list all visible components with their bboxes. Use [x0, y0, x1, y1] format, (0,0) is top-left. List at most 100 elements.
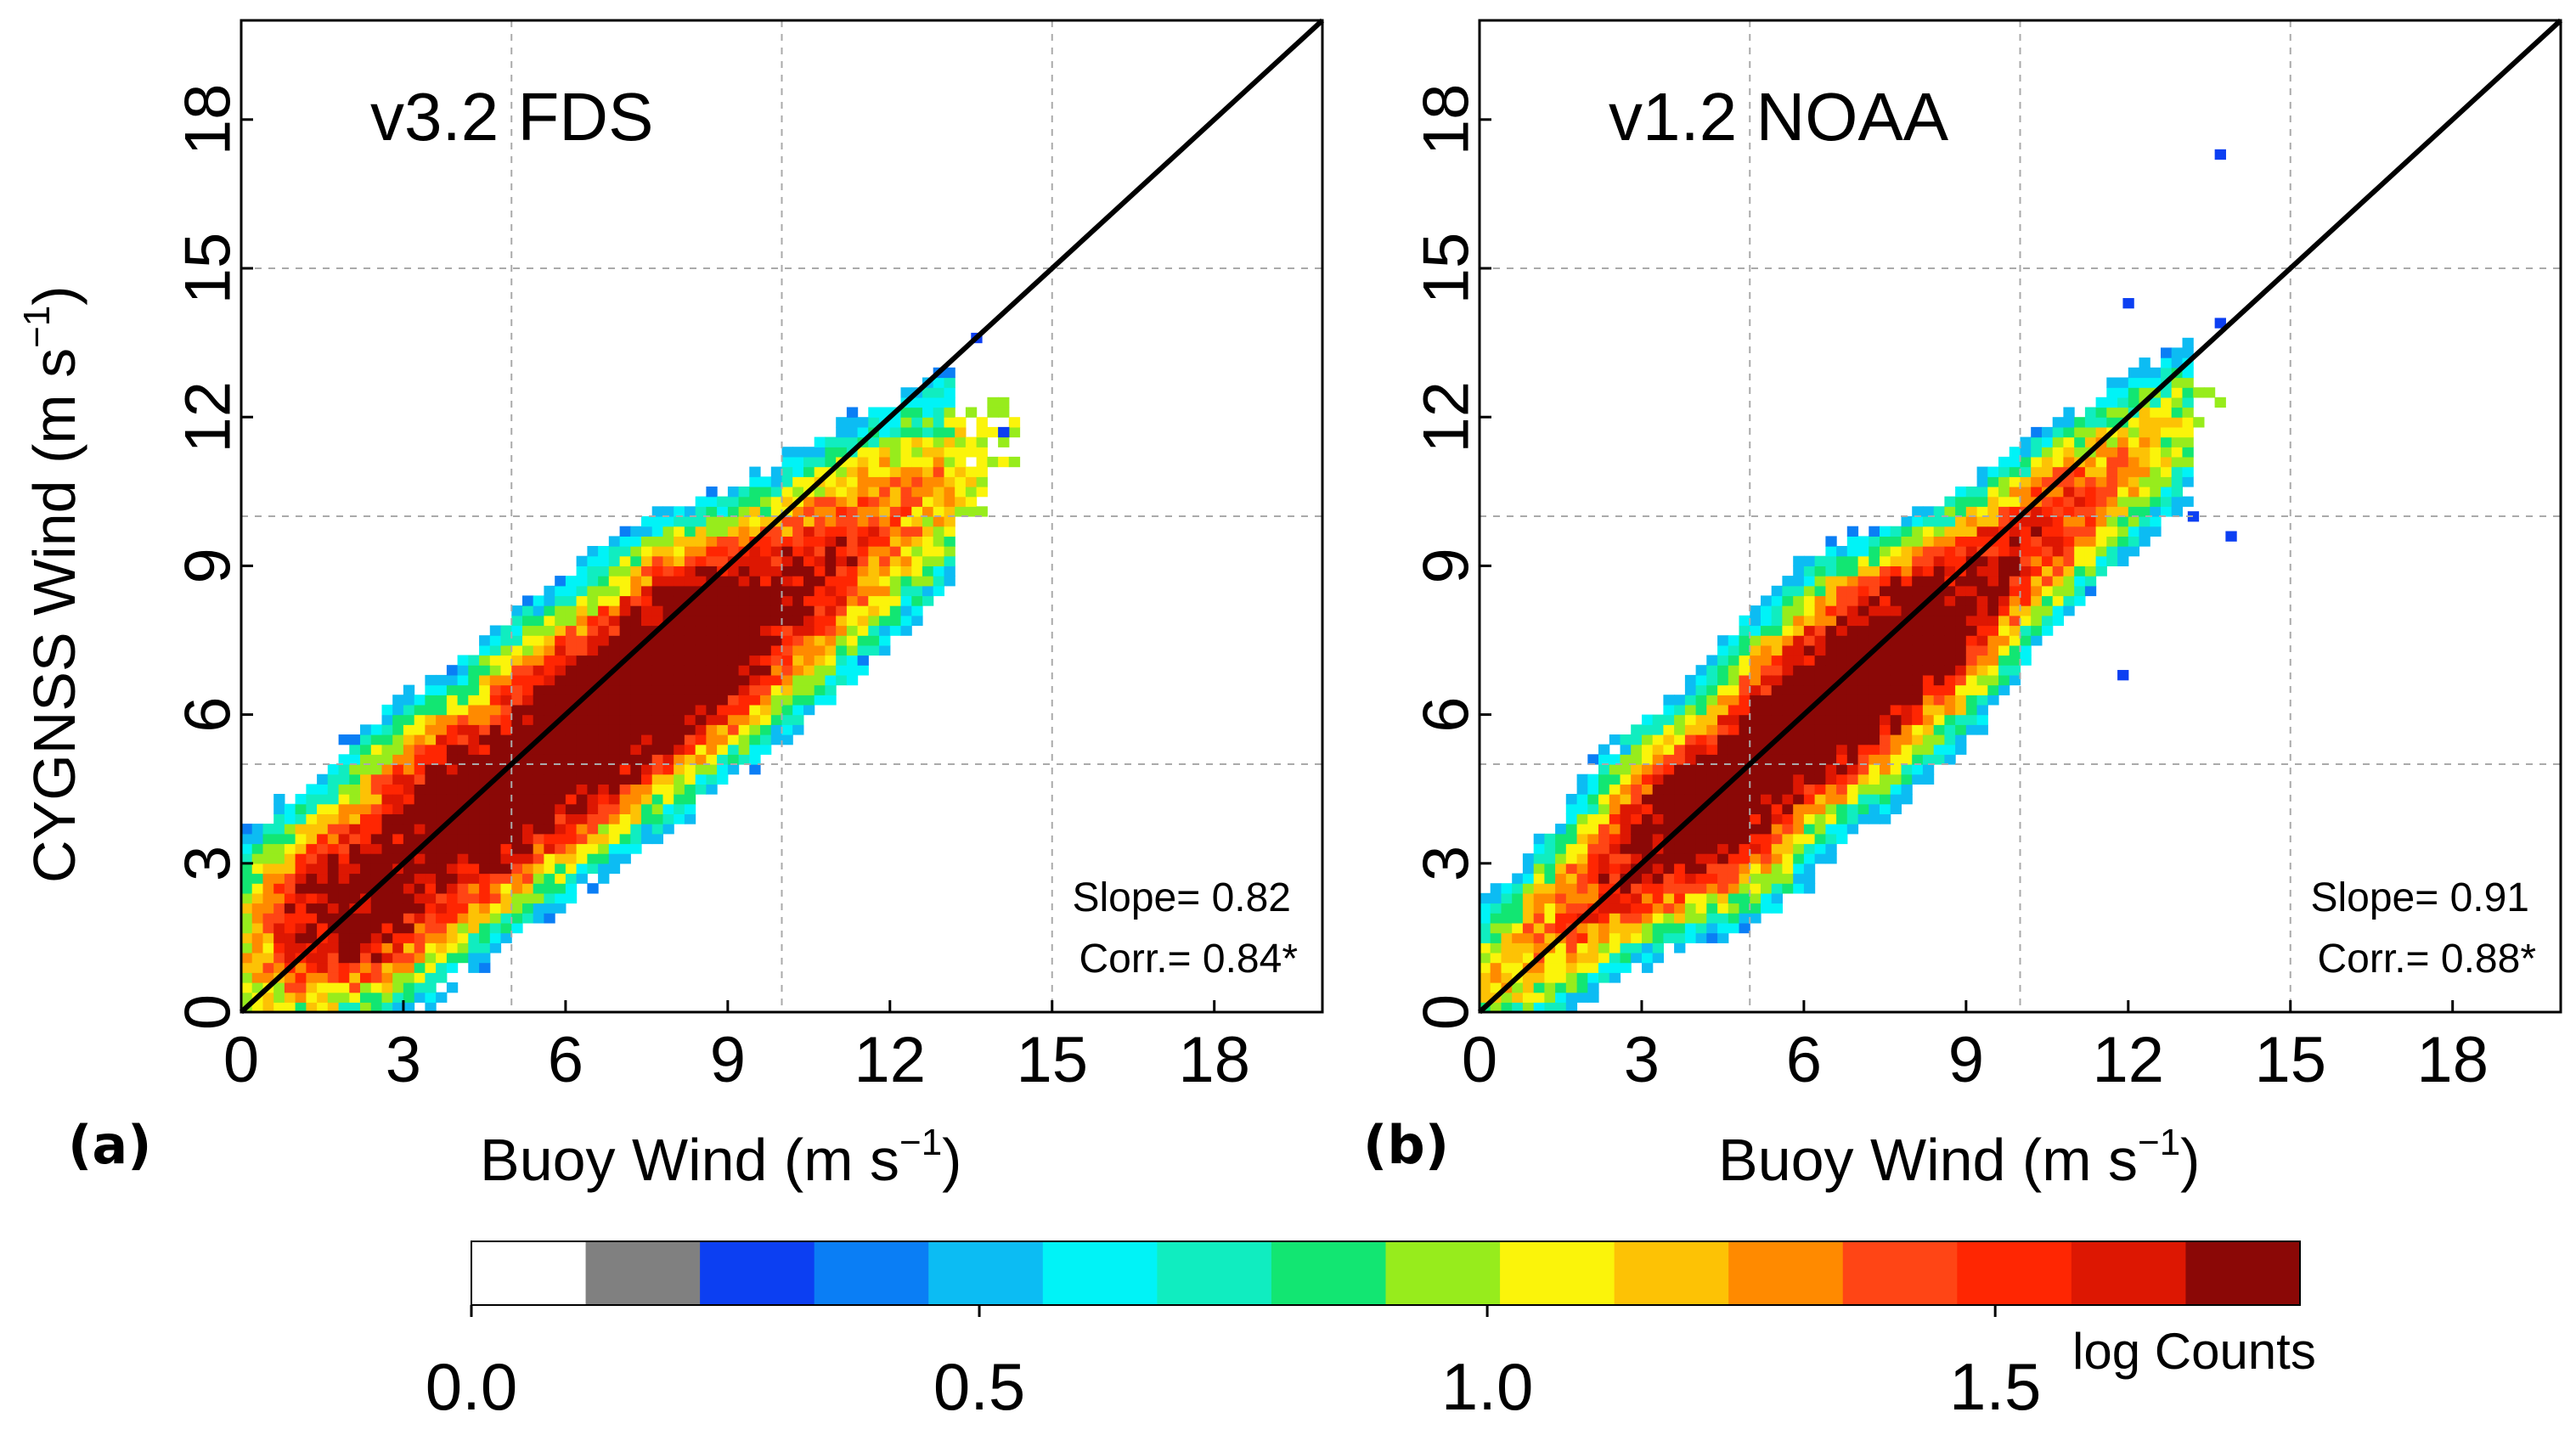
heatmap-cell: [825, 585, 837, 597]
heatmap-cell: [879, 476, 891, 487]
heatmap-cell: [1846, 565, 1859, 577]
heatmap-cell: [2128, 546, 2140, 557]
heatmap-cell: [2117, 466, 2129, 477]
heatmap-cell: [781, 536, 793, 547]
heatmap-cell: [317, 913, 329, 924]
heatmap-cell: [360, 962, 372, 973]
heatmap-cell: [598, 644, 610, 656]
heatmap-cell: [1555, 883, 1567, 894]
heatmap-cell: [555, 883, 566, 894]
heatmap-cell: [587, 833, 599, 845]
heatmap-cell: [555, 635, 566, 646]
heatmap-cell: [1782, 674, 1794, 686]
heatmap-cell: [1609, 833, 1621, 845]
heatmap-cell: [1565, 833, 1578, 845]
heatmap-cell: [1750, 892, 1761, 904]
heatmap-cell: [781, 605, 793, 616]
heatmap-cell: [706, 674, 718, 686]
heatmap-cell: [295, 892, 307, 904]
heatmap-cell: [1631, 813, 1643, 824]
heatmap-cell: [1739, 644, 1750, 656]
heatmap-cell: [976, 466, 988, 477]
heatmap-cell: [241, 932, 253, 943]
heatmap-cell: [1793, 794, 1805, 805]
heatmap-cell: [1912, 625, 1924, 636]
heatmap-cell: [360, 932, 372, 943]
heatmap-cell: [1869, 565, 1880, 577]
heatmap-cell: [836, 516, 848, 527]
heatmap-cell: [1846, 585, 1859, 597]
heatmap-cell: [619, 784, 631, 795]
heatmap-cell: [781, 487, 793, 498]
heatmap-cell: [565, 843, 578, 854]
heatmap-cell: [641, 704, 653, 716]
heatmap-cell: [1587, 873, 1599, 884]
heatmap-cell: [370, 1002, 383, 1013]
heatmap-cell: [349, 744, 361, 755]
heatmap-cell: [1825, 695, 1837, 706]
heatmap-cell: [1933, 665, 1945, 676]
heatmap-cell: [1674, 803, 1686, 814]
heatmap-cell: [284, 883, 296, 894]
heatmap-cell: [1890, 655, 1902, 666]
heatmap-cell: [738, 724, 750, 735]
heatmap-cell: [662, 695, 674, 706]
heatmap-cell: [1652, 714, 1664, 725]
heatmap-cell: [1555, 873, 1567, 884]
heatmap-cell: [2139, 516, 2150, 527]
heatmap-cell: [576, 744, 588, 755]
heatmap-cell: [262, 932, 274, 943]
heatmap-cell: [468, 674, 480, 686]
heatmap-cell: [544, 605, 555, 616]
heatmap-cell: [251, 913, 263, 924]
heatmap-cell: [1793, 585, 1805, 597]
heatmap-cell: [511, 764, 523, 775]
heatmap-cell: [608, 635, 621, 646]
heatmap-cell: [511, 903, 523, 914]
heatmap-cell: [2161, 447, 2173, 458]
heatmap-cell: [1771, 744, 1783, 755]
heatmap-cell: [662, 576, 674, 587]
heatmap-cell: [1739, 674, 1750, 686]
heatmap-cell: [889, 426, 902, 438]
heatmap-cell: [381, 992, 393, 1003]
heatmap-cell: [1880, 585, 1891, 597]
heatmap-cell: [2128, 516, 2140, 527]
heatmap-cell: [955, 466, 967, 477]
heatmap-cell: [544, 784, 555, 795]
heatmap-cell: [479, 684, 491, 695]
heatmap-cell: [1814, 853, 1826, 864]
heatmap-cell: [241, 922, 253, 934]
heatmap-cell: [1695, 883, 1707, 894]
heatmap-cell: [641, 824, 653, 835]
heatmap-cell: [706, 774, 718, 785]
heatmap-cell: [479, 644, 491, 656]
heatmap-cell: [2095, 555, 2107, 566]
heatmap-cell: [684, 684, 696, 695]
heatmap-cell: [2171, 417, 2183, 428]
heatmap-cell: [500, 734, 512, 745]
heatmap-cell: [641, 516, 653, 527]
heatmap-cell: [522, 873, 534, 884]
heatmap-cell: [533, 665, 544, 676]
heatmap-cell: [533, 833, 544, 845]
heatmap-cell: [857, 595, 869, 606]
heatmap-cell: [2128, 476, 2140, 487]
heatmap-cell: [1846, 595, 1859, 606]
heatmap-cell: [944, 565, 955, 577]
heatmap-cell: [1944, 724, 1956, 735]
heatmap-cell: [1501, 913, 1513, 924]
heatmap-cell: [1642, 833, 1654, 845]
heatmap-cell: [544, 813, 555, 824]
heatmap-cell: [317, 784, 329, 795]
heatmap-cell: [1933, 724, 1945, 735]
heatmap-cell: [976, 417, 988, 428]
heatmap-cell: [284, 843, 296, 854]
heatmap-cell: [338, 813, 350, 824]
heatmap-cell: [360, 794, 372, 805]
heatmap-cell: [944, 436, 955, 447]
heatmap-cell: [1717, 892, 1729, 904]
heatmap-cell: [1933, 644, 1945, 656]
heatmap-cell: [1890, 546, 1902, 557]
heatmap-cell: [1890, 665, 1902, 676]
